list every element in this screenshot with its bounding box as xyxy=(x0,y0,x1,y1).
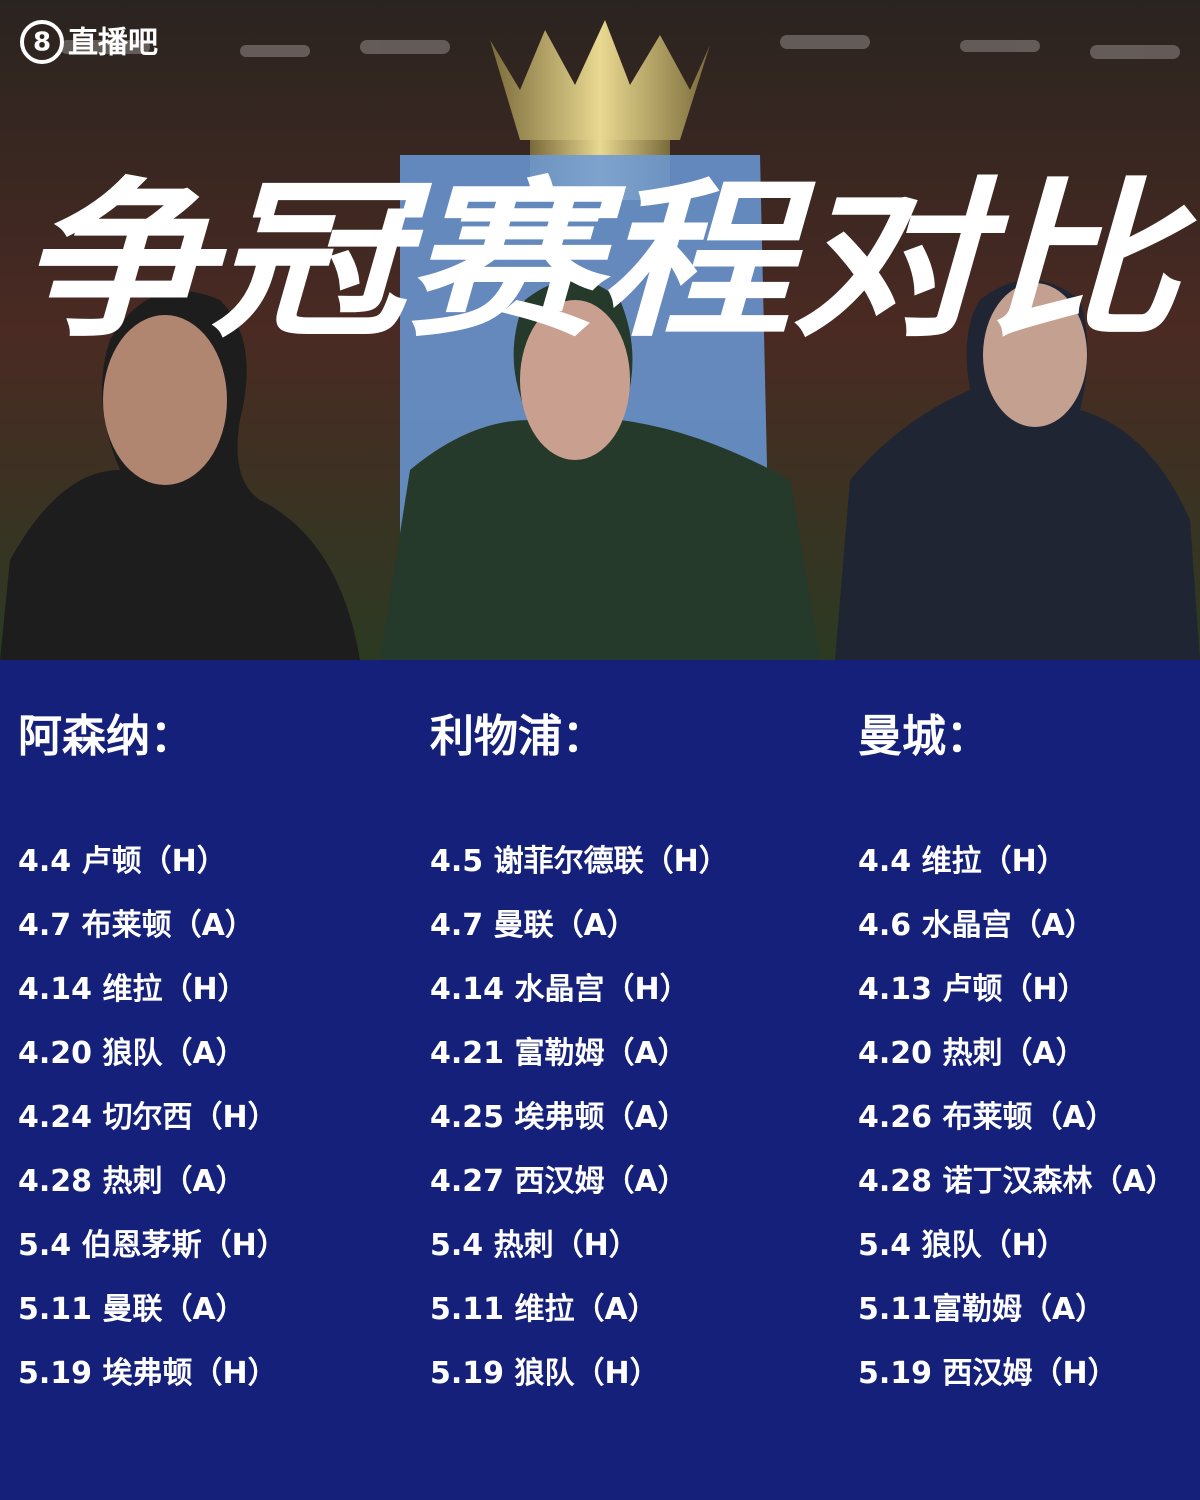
fixture: 5.19 西汉姆（H） xyxy=(858,1356,1118,1391)
fixture: 4.6 水晶宫（A） xyxy=(858,908,1095,943)
hero-image: 8 直播吧 争冠赛程对比 xyxy=(0,0,1200,660)
team-name: 曼城： xyxy=(858,711,990,762)
logo-ring xyxy=(20,20,64,64)
fixture: 5.19 狼队（H） xyxy=(430,1356,660,1391)
fixture: 4.14 维拉（H） xyxy=(18,972,248,1007)
title: 争冠赛程对比 xyxy=(18,163,1197,361)
team-column: 曼城： 4.4 维拉（H） 4.6 水晶宫（A） 4.13 卢顿（H） 4.20 热刺（… xyxy=(858,700,1176,1406)
fixture: 4.20 热刺（A） xyxy=(858,1036,1086,1071)
fixture: 4.7 布莱顿（A） xyxy=(18,908,255,943)
fixture: 4.4 维拉（H） xyxy=(858,844,1067,879)
fixture: 4.5 谢菲尔德联（H） xyxy=(430,844,729,879)
fixture: 4.21 富勒姆（A） xyxy=(430,1036,688,1071)
fixture: 5.11 曼联（A） xyxy=(18,1292,246,1327)
fixture: 4.20 狼队（A） xyxy=(18,1036,246,1071)
fixture: 4.28 诺丁汉森林（A） xyxy=(858,1164,1176,1199)
fixture: 4.13 卢顿（H） xyxy=(858,972,1088,1007)
logo-text: 直播吧 xyxy=(68,26,158,61)
fixture: 4.27 西汉姆（A） xyxy=(430,1164,688,1199)
fixture: 4.4 卢顿（H） xyxy=(18,844,227,879)
fixture: 5.4 伯恩茅斯（H） xyxy=(18,1228,287,1263)
fixture: 5.19 埃弗顿（H） xyxy=(18,1356,278,1391)
fixture: 4.14 水晶宫（H） xyxy=(430,972,690,1007)
team-column: 利物浦： 4.5 谢菲尔德联（H） 4.7 曼联（A） 4.14 水晶宫（H） 4.21… xyxy=(430,700,729,1406)
team-name: 利物浦： xyxy=(430,711,606,762)
logo-mark: 8 xyxy=(33,28,51,58)
fixture: 4.7 曼联（A） xyxy=(430,908,637,943)
team-name: 阿森纳： xyxy=(18,711,194,762)
fixture: 4.25 埃弗顿（A） xyxy=(430,1100,688,1135)
team-column: 阿森纳： 4.4 卢顿（H） 4.7 布莱顿（A） 4.14 维拉（H） 4.20 狼队… xyxy=(18,700,287,1406)
fixture: 5.4 热刺（H） xyxy=(430,1228,639,1263)
fixture: 4.24 切尔西（H） xyxy=(18,1100,278,1135)
fixture: 4.28 热刺（A） xyxy=(18,1164,246,1199)
fixture: 5.11富勒姆（A） xyxy=(858,1292,1106,1327)
fixture: 4.26 布莱顿（A） xyxy=(858,1100,1116,1135)
fixture: 5.11 维拉（A） xyxy=(430,1292,658,1327)
fixture: 5.4 狼队（H） xyxy=(858,1228,1067,1263)
